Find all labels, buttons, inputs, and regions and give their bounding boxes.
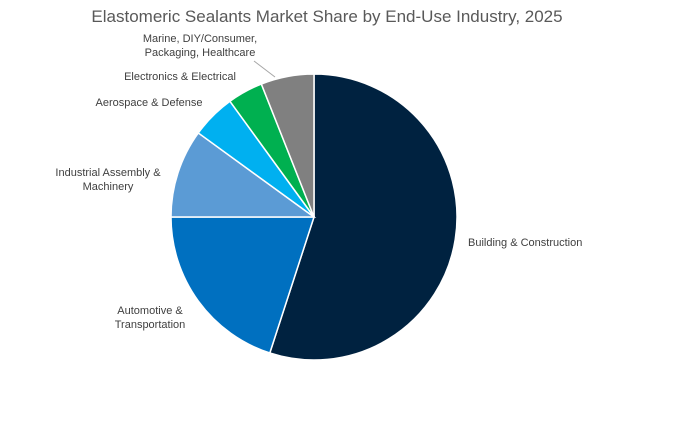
slice-label-6: Marine, DIY/Consumer, Packaging, Healthca… (143, 33, 257, 59)
slice-label-3: Industrial Assembly & Machinery (55, 167, 161, 193)
pie-slice-1 (268, 73, 458, 361)
chart-title: Elastomeric Sealants Market Share by End… (91, 7, 562, 26)
pie-slices (170, 73, 458, 361)
slice-label-2: Automotive & Transportation (115, 305, 186, 331)
slice-label-4: Aerospace & Defense (95, 97, 202, 109)
slice-label-1: Building & Construction (468, 237, 582, 249)
pie-slice-2 (170, 216, 316, 354)
slice-labels: Building & Construction Automotive & Trans… (55, 33, 582, 331)
leader-lines (253, 60, 276, 78)
leader-line-6 (253, 60, 276, 78)
pie-slice-6 (260, 73, 315, 218)
slice-label-5: Electronics & Electrical (124, 71, 236, 83)
pie-slice-3 (170, 131, 317, 218)
